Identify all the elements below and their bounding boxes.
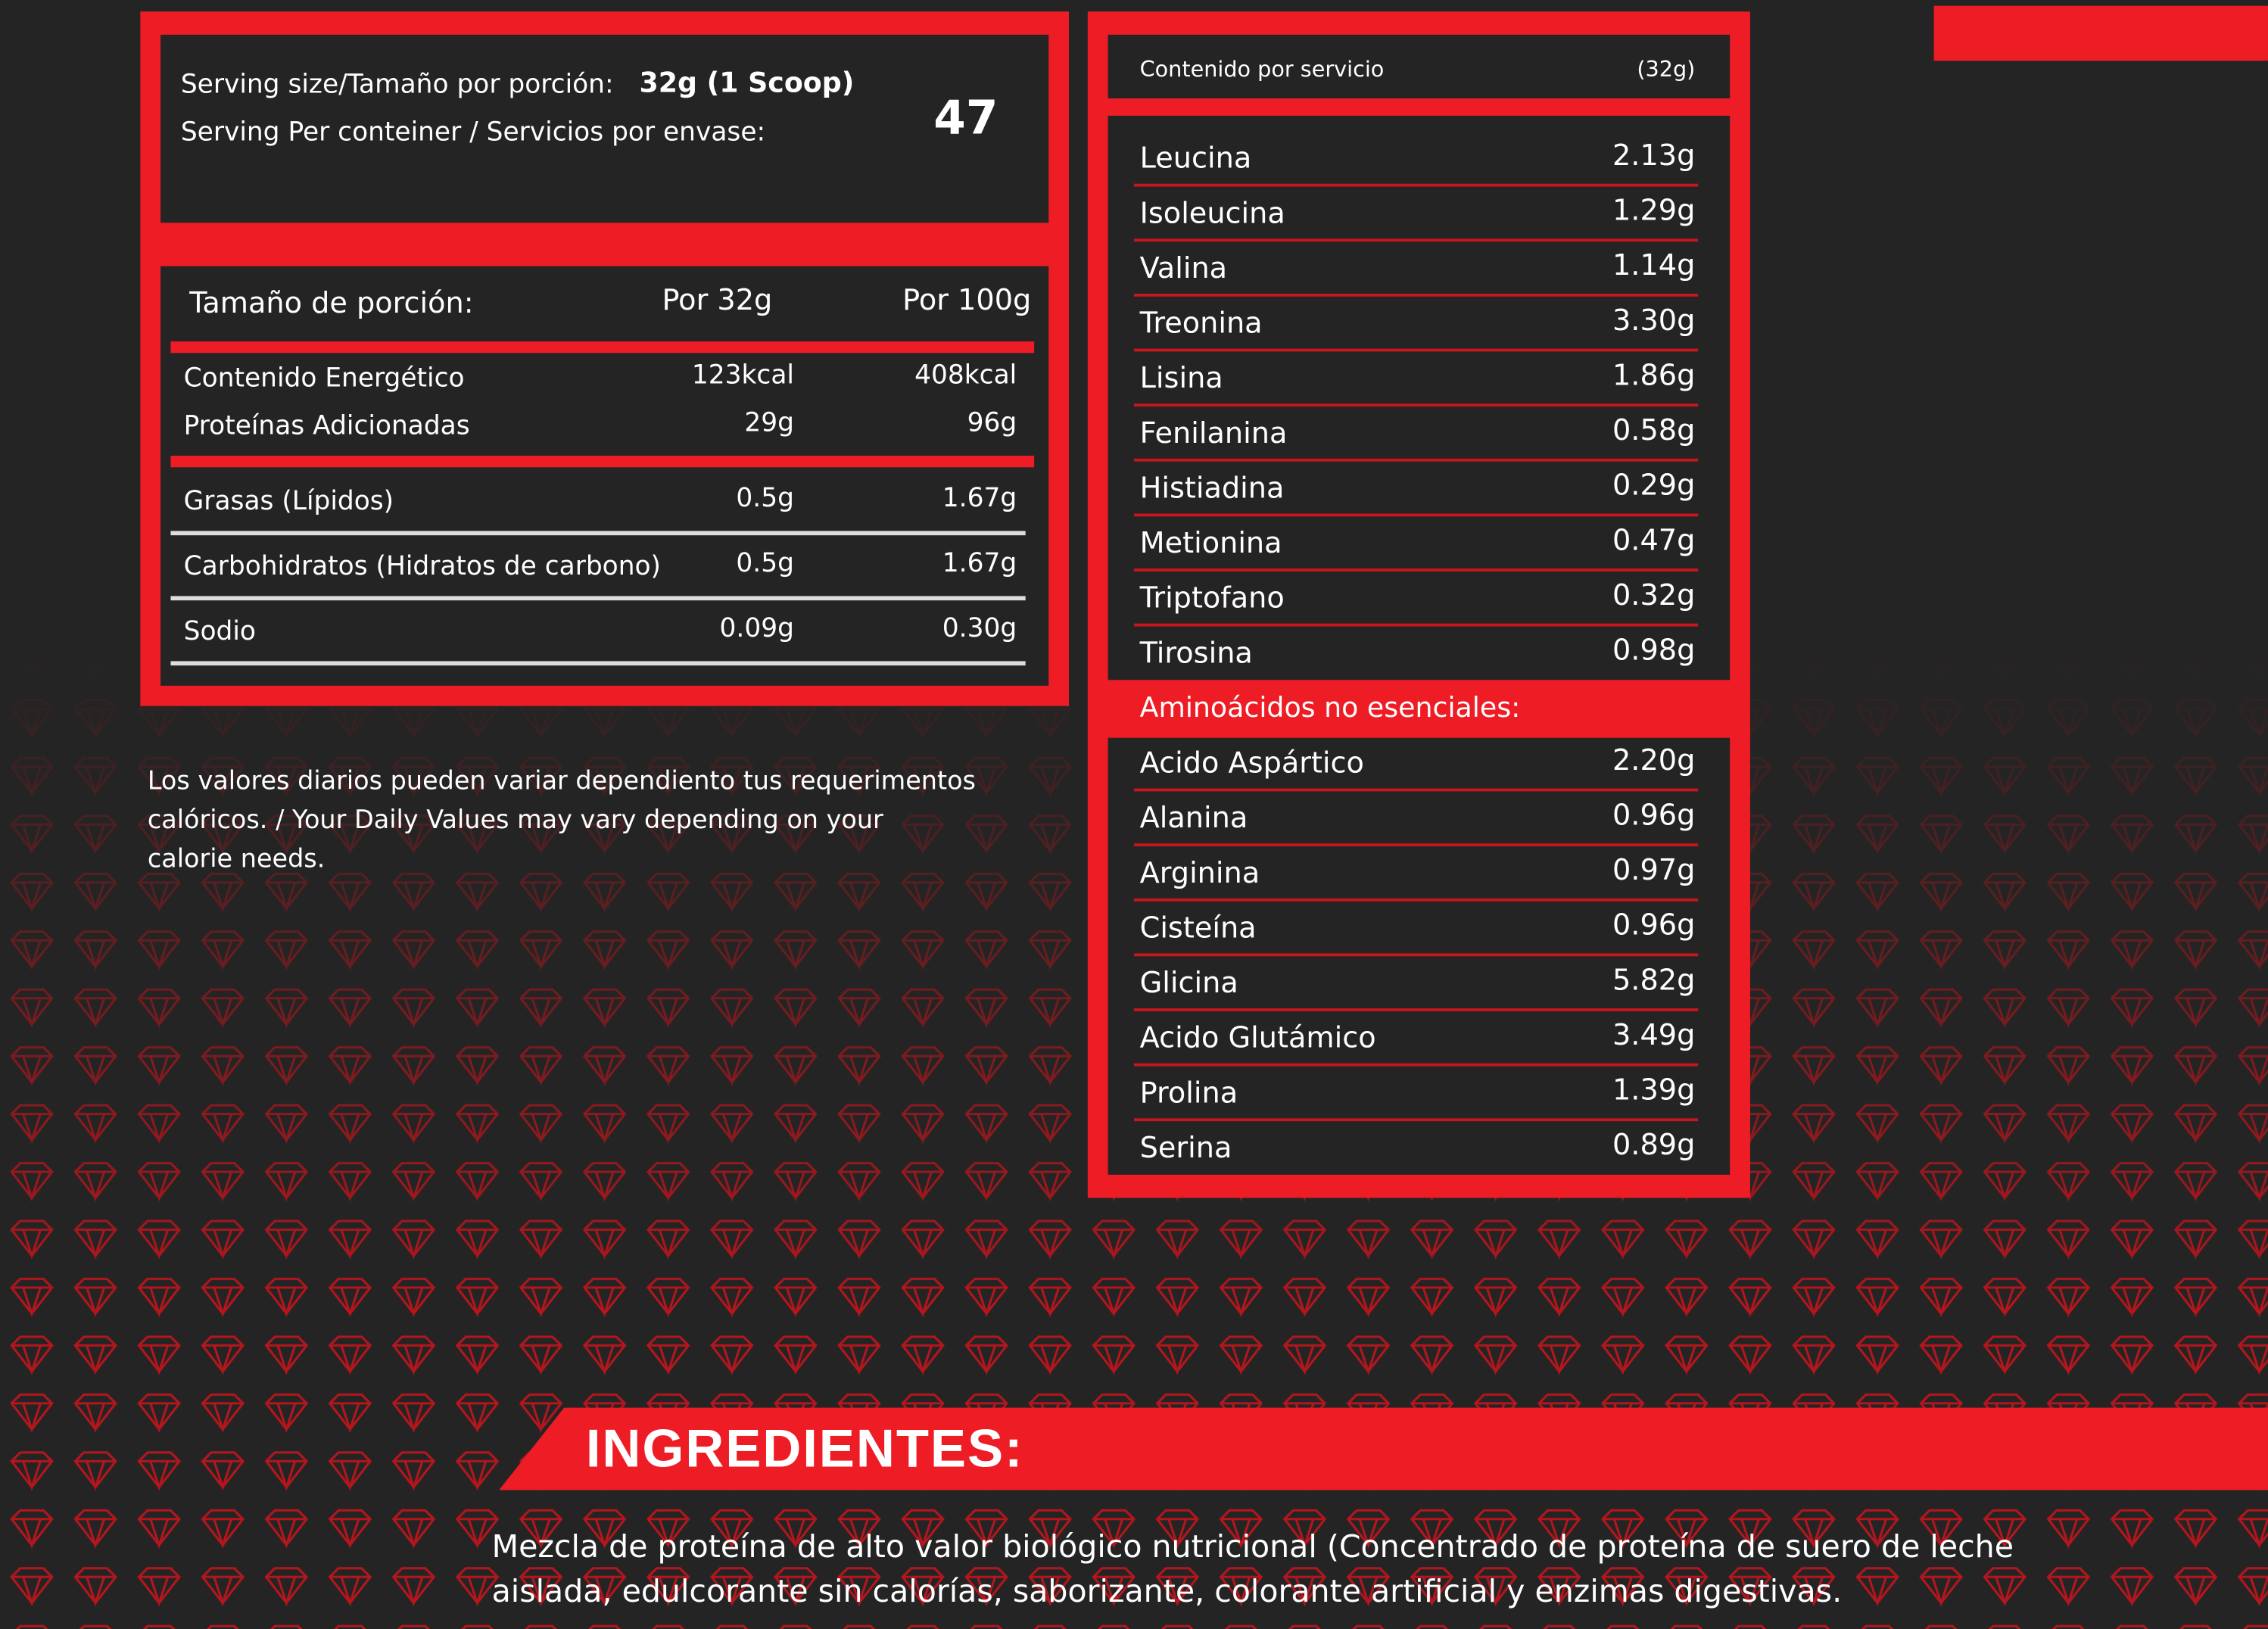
serving-panel	[160, 34, 1049, 223]
amino-value: 0.58g	[1612, 412, 1696, 447]
row-line	[1133, 403, 1699, 407]
amino-name: Valina	[1139, 250, 1228, 285]
amino-header: Contenido por servicio	[1139, 56, 1385, 83]
amino-value: 0.96g	[1612, 907, 1696, 942]
servings-value: 47	[933, 90, 998, 145]
row-line	[1133, 293, 1699, 297]
section-title: Aminoácidos no esenciales:	[1139, 692, 1521, 724]
divider	[170, 596, 1026, 601]
row-line	[1133, 953, 1699, 957]
amino-value: 0.97g	[1612, 852, 1696, 887]
ingredients-line: Mezcla de proteína de alto valor biológi…	[491, 1529, 2014, 1566]
servings-label: Serving Per conteiner / Servicios por en…	[180, 117, 766, 148]
amino-value: 0.29g	[1612, 467, 1696, 503]
column-header: Por 32g	[662, 282, 773, 317]
amino-name: Glicina	[1139, 964, 1238, 1000]
amino-value: 2.20g	[1612, 742, 1696, 777]
amino-value: 2.13g	[1612, 137, 1696, 173]
column-header: Tamaño de porción:	[189, 285, 474, 320]
row-line	[1133, 238, 1699, 242]
amino-header-panel	[1108, 34, 1731, 98]
row-line	[1133, 1063, 1699, 1067]
divider	[170, 341, 1035, 354]
amino-value: 3.30g	[1612, 302, 1696, 338]
divider	[170, 531, 1026, 536]
amino-name: Arginina	[1139, 855, 1260, 890]
row-line	[1133, 568, 1699, 572]
amino-value: 0.89g	[1612, 1126, 1696, 1162]
nutrient-name: Grasas (Lípidos)	[183, 486, 394, 517]
amino-name: Acido Aspártico	[1139, 745, 1364, 780]
divider	[170, 456, 1035, 468]
nutrient-name: Carbohidratos (Hidratos de carbono)	[183, 551, 661, 582]
amino-name: Metionina	[1139, 525, 1282, 560]
amino-name: Fenilanina	[1139, 415, 1288, 450]
nutrient-per-serving: 29g	[744, 408, 794, 439]
amino-name: Serina	[1139, 1129, 1232, 1165]
amino-name: Alanina	[1139, 799, 1248, 835]
nutrient-per-100g: 1.67g	[942, 548, 1017, 579]
nutrient-per-serving: 0.5g	[736, 548, 794, 579]
disclaimer-line: calóricos. / Your Daily Values may vary …	[147, 806, 883, 836]
essential-panel	[1108, 115, 1731, 681]
amino-name: Prolina	[1139, 1075, 1238, 1110]
amino-value: 1.86g	[1612, 357, 1696, 392]
amino-value: 3.49g	[1612, 1017, 1696, 1052]
non-essential-panel	[1108, 737, 1731, 1175]
amino-value: 1.14g	[1612, 247, 1696, 282]
row-line	[1133, 1008, 1699, 1011]
ingredients-title: INGREDIENTES:	[585, 1419, 1024, 1478]
amino-header-unit: (32g)	[1637, 56, 1696, 83]
nutrient-per-serving: 0.09g	[719, 613, 794, 644]
nutrient-name: Proteínas Adicionadas	[183, 410, 470, 442]
amino-value: 5.82g	[1612, 961, 1696, 997]
disclaimer-line: calorie needs.	[147, 845, 326, 875]
amino-name: Tirosina	[1139, 635, 1253, 670]
amino-value: 0.32g	[1612, 577, 1696, 612]
amino-name: Triptofano	[1139, 580, 1285, 615]
nutrition-panel	[160, 266, 1049, 686]
ingredients-line: aislada, edulcorante sin calorías, sabor…	[491, 1574, 1843, 1611]
row-line	[1133, 1118, 1699, 1122]
row-line	[1133, 843, 1699, 847]
row-line	[1133, 458, 1699, 462]
amino-name: Cisteína	[1139, 910, 1257, 945]
nutrient-name: Contenido Energético	[183, 363, 465, 394]
serving-size-label: Serving size/Tamaño por porción:	[180, 69, 614, 101]
row-line	[1133, 513, 1699, 517]
row-line	[1133, 898, 1699, 902]
amino-name: Isoleucina	[1139, 195, 1285, 230]
nutrient-per-100g: 1.67g	[942, 483, 1017, 514]
row-line	[1133, 348, 1699, 352]
amino-value: 1.29g	[1612, 192, 1696, 228]
disclaimer-line: Los valores diarios pueden variar depend…	[147, 767, 977, 796]
nutrient-name: Sodio	[183, 616, 256, 647]
row-line	[1133, 183, 1699, 187]
nutrient-per-100g: 0.30g	[942, 613, 1017, 644]
nutrient-per-100g: 408kcal	[914, 360, 1017, 391]
nutrient-per-serving: 0.5g	[736, 483, 794, 514]
corner-bar	[1933, 5, 2268, 61]
nutrient-per-serving: 123kcal	[691, 360, 794, 391]
serving-size-value: 32g (1 Scoop)	[639, 67, 855, 100]
amino-value: 0.96g	[1612, 797, 1696, 832]
amino-name: Histiadina	[1139, 470, 1285, 506]
amino-name: Leucina	[1139, 140, 1252, 176]
amino-name: Treonina	[1139, 305, 1263, 341]
amino-name: Acido Glutámico	[1139, 1020, 1376, 1055]
nutrient-per-100g: 96g	[967, 408, 1017, 439]
amino-name: Lisina	[1139, 360, 1223, 395]
amino-value: 1.39g	[1612, 1072, 1696, 1107]
amino-value: 0.98g	[1612, 632, 1696, 668]
row-line	[1133, 788, 1699, 792]
amino-value: 0.47g	[1612, 522, 1696, 557]
column-header: Por 100g	[902, 282, 1032, 317]
divider	[170, 661, 1026, 666]
row-line	[1133, 623, 1699, 627]
